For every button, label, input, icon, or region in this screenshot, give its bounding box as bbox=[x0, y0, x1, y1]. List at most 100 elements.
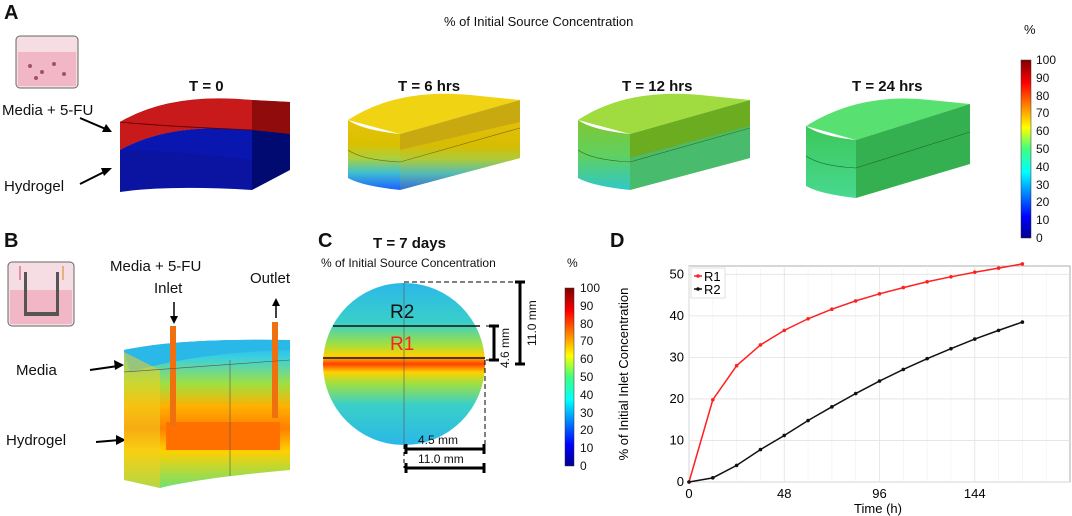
panel-b-letter: B bbox=[4, 230, 19, 252]
arrow-hydrogel-b bbox=[95, 435, 126, 445]
ticks: 0 48 96 144 0 10 20 30 40 50 bbox=[670, 266, 986, 501]
colorbar-a bbox=[1020, 59, 1032, 239]
data-point-r2 bbox=[711, 476, 715, 480]
colorbar-c-tick: 50 bbox=[580, 370, 594, 384]
time-label-7days: T = 7 days bbox=[373, 235, 446, 252]
colorbar-c-tick: 70 bbox=[580, 334, 594, 349]
data-point-r2 bbox=[782, 433, 787, 438]
data-point-r2 bbox=[853, 391, 858, 396]
panel-a-letter: A bbox=[4, 2, 19, 24]
legend-marker bbox=[696, 274, 700, 278]
y-axis-label: % of Initial Inlet Concentration bbox=[616, 288, 631, 461]
panel-c-subtitle: % of Initial Source Concentration bbox=[321, 256, 496, 270]
legend-marker bbox=[696, 287, 700, 291]
legend-label: R1 bbox=[704, 269, 721, 284]
colorbar-c-tick: 30 bbox=[580, 405, 594, 420]
panel-a-unit: % bbox=[1024, 22, 1036, 37]
label-r1: R1 bbox=[390, 334, 415, 355]
y-tick-label: 0 bbox=[677, 474, 684, 489]
colorbar-a-tick: 100 bbox=[1036, 53, 1057, 67]
data-point-r1 bbox=[1020, 262, 1025, 266]
legend-label: R2 bbox=[704, 282, 721, 297]
half-cylinder-t0 bbox=[119, 98, 290, 192]
arrow-media-a bbox=[79, 117, 112, 132]
label-media-b: Media bbox=[16, 362, 57, 379]
x-tick-label: 144 bbox=[964, 486, 986, 501]
grid bbox=[688, 266, 1070, 483]
data-point-r1 bbox=[734, 363, 739, 368]
label-outlet: Outlet bbox=[250, 270, 291, 287]
data-point-r1 bbox=[996, 266, 1001, 270]
colorbar-c-tick: 60 bbox=[580, 352, 594, 367]
data-point-r1 bbox=[853, 299, 858, 303]
colorbar-c bbox=[564, 287, 575, 467]
label-hydrogel-a: Hydrogel bbox=[4, 178, 65, 195]
x-tick-label: 48 bbox=[777, 486, 791, 501]
colorbar-c-tick: 90 bbox=[580, 298, 594, 313]
half-cylinder-t24 bbox=[805, 98, 971, 198]
colorbar-a-tick: 10 bbox=[1036, 213, 1050, 228]
y-tick-label: 50 bbox=[670, 266, 684, 281]
dim-4-5mm: 4.5 mm bbox=[418, 433, 459, 447]
data-point-r2 bbox=[687, 480, 691, 484]
x-axis-label: Time (h) bbox=[854, 501, 902, 516]
arrow-inlet bbox=[170, 302, 178, 324]
dim-11mm-vertical: 11.0 mm bbox=[525, 300, 539, 346]
colorbar-a-tick: 90 bbox=[1036, 70, 1050, 85]
data-point-r1 bbox=[758, 343, 763, 347]
colorbar-a-tick: 60 bbox=[1036, 124, 1050, 139]
dim-4-6mm: 4.6 mm bbox=[498, 327, 512, 368]
arrow-outlet bbox=[272, 298, 280, 318]
panel-d-letter: D bbox=[610, 230, 625, 252]
concentration-disk bbox=[323, 283, 485, 445]
colorbar-c-tick: 40 bbox=[580, 387, 594, 402]
colorbar-c-tick: 80 bbox=[580, 316, 594, 331]
panel-c-unit: % bbox=[567, 256, 578, 270]
colorbar-a-tick: 70 bbox=[1036, 106, 1050, 121]
label-media-5fu-a: Media + 5-FU bbox=[2, 102, 94, 119]
beaker-icon-a bbox=[15, 35, 79, 89]
time-label-12: T = 12 hrs bbox=[622, 78, 693, 95]
data-point-r1 bbox=[806, 316, 810, 321]
data-point-r2 bbox=[972, 337, 977, 341]
data-point-r1 bbox=[877, 292, 882, 296]
panel-c-letter: C bbox=[318, 230, 333, 252]
data-point-r1 bbox=[901, 285, 906, 290]
data-point-r1 bbox=[830, 307, 834, 312]
data-point-r2 bbox=[758, 447, 763, 452]
colorbar-c-tick: 10 bbox=[580, 441, 594, 456]
data-point-r2 bbox=[949, 346, 953, 351]
colorbar-a-tick: 80 bbox=[1036, 88, 1050, 103]
device-block bbox=[123, 322, 291, 488]
colorbar-c-tick: 0 bbox=[580, 459, 587, 473]
beaker-icon-b bbox=[7, 261, 75, 327]
colorbar-a-tick: 0 bbox=[1036, 231, 1043, 245]
legend-box bbox=[690, 267, 726, 299]
y-tick-label: 40 bbox=[670, 308, 684, 323]
data-point-r1 bbox=[972, 270, 977, 275]
time-label-0: T = 0 bbox=[189, 78, 224, 95]
colorbar-c-tick: 20 bbox=[580, 423, 594, 438]
data-point-r2 bbox=[925, 356, 929, 361]
x-tick-label: 96 bbox=[872, 486, 886, 501]
half-cylinder-t6 bbox=[347, 93, 521, 190]
data-point-r2 bbox=[1020, 320, 1025, 324]
arrow-media-b bbox=[89, 360, 124, 371]
data-point-r1 bbox=[949, 275, 953, 279]
dim-11mm-horizontal: 11.0 mm bbox=[418, 452, 464, 466]
series bbox=[687, 262, 1025, 484]
data-point-r2 bbox=[877, 379, 882, 383]
data-point-r2 bbox=[901, 367, 906, 372]
data-point-r1 bbox=[925, 279, 929, 284]
label-inlet-line2: Inlet bbox=[154, 280, 183, 297]
data-point-r1 bbox=[711, 397, 715, 402]
label-r2: R2 bbox=[390, 302, 415, 323]
dimension-lines bbox=[403, 280, 525, 473]
colorbar-a-tick: 20 bbox=[1036, 195, 1050, 210]
time-label-6: T = 6 hrs bbox=[398, 78, 461, 95]
label-hydrogel-b: Hydrogel bbox=[6, 432, 67, 449]
data-point-r2 bbox=[734, 463, 739, 468]
x-tick-label: 0 bbox=[685, 486, 692, 501]
